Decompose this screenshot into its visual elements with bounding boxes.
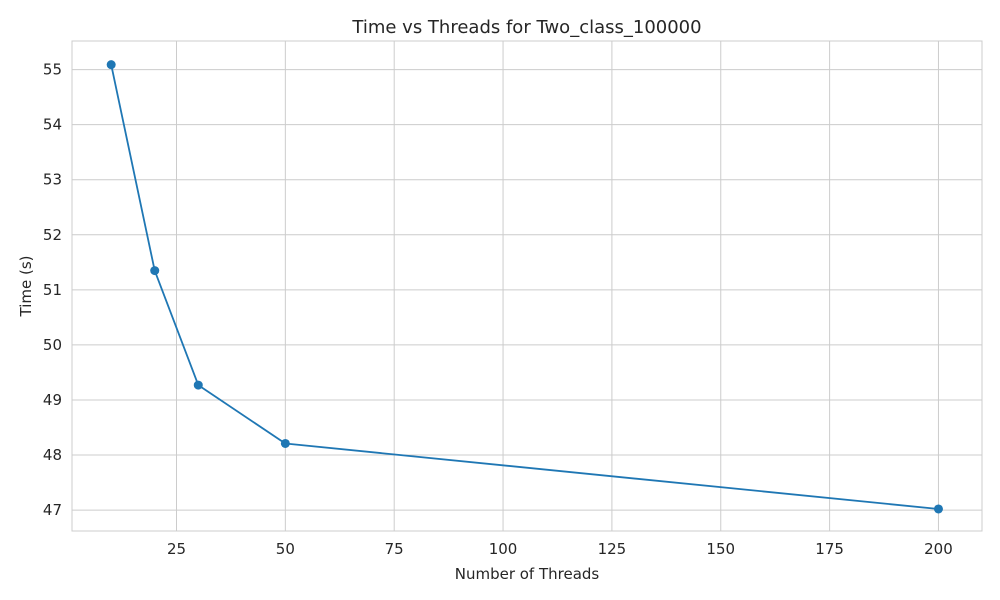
- y-tick-label: 49: [43, 391, 62, 409]
- grid-layer: [72, 41, 982, 531]
- y-tick-label: 48: [43, 446, 62, 464]
- data-point: [150, 266, 160, 276]
- data-point: [193, 380, 203, 390]
- y-tick-label: 51: [43, 281, 62, 299]
- data-point: [933, 504, 943, 514]
- y-tick-label: 53: [43, 171, 62, 189]
- y-tick-label: 50: [43, 336, 62, 354]
- y-tick-labels: 47 48 49 50 51 52 53 54 55: [43, 61, 62, 519]
- y-axis-label: Time (s): [17, 256, 35, 318]
- x-tick-labels: 25 50 75 100 125 150 175 200: [167, 540, 953, 558]
- x-tick-label: 25: [167, 540, 186, 558]
- y-tick-label: 52: [43, 226, 62, 244]
- x-tick-label: 125: [598, 540, 627, 558]
- y-tick-label: 47: [43, 501, 62, 519]
- x-tick-label: 50: [276, 540, 295, 558]
- data-point: [280, 438, 290, 448]
- chart-title: Time vs Threads for Two_class_100000: [351, 17, 701, 38]
- plot-frame: [71, 40, 983, 532]
- x-tick-label: 75: [385, 540, 404, 558]
- x-axis-label: Number of Threads: [455, 565, 600, 583]
- y-tick-label: 55: [43, 61, 62, 79]
- y-tick-label: 54: [43, 116, 62, 134]
- x-tick-label: 175: [815, 540, 844, 558]
- data-point: [106, 60, 116, 70]
- series-layer: [106, 60, 943, 514]
- x-tick-label: 150: [706, 540, 735, 558]
- x-tick-label: 100: [489, 540, 518, 558]
- x-tick-label: 200: [924, 540, 953, 558]
